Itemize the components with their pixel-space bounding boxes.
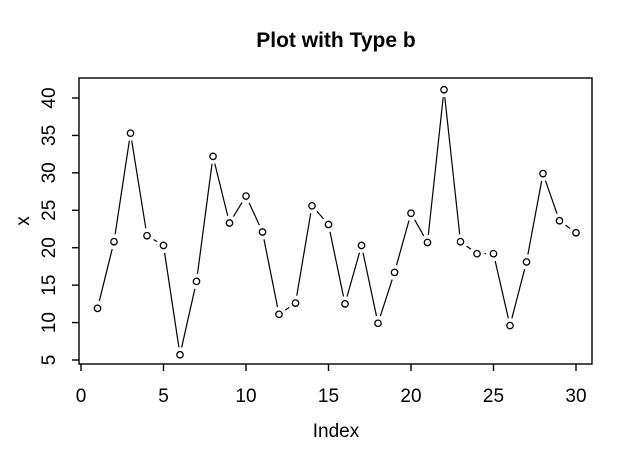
series-segment xyxy=(296,213,312,296)
series-segment xyxy=(181,288,196,348)
data-point xyxy=(357,241,366,250)
data-point xyxy=(489,249,498,258)
data-series xyxy=(93,85,580,359)
series-segment xyxy=(427,97,444,236)
y-tick-label: 5 xyxy=(39,355,60,366)
data-point xyxy=(506,321,514,330)
series-segment xyxy=(114,140,130,235)
data-point xyxy=(143,231,151,240)
series-segment xyxy=(284,306,290,311)
series-segment xyxy=(544,180,558,214)
x-axis-label: Index xyxy=(313,421,360,442)
y-axis-label: x xyxy=(13,216,34,226)
series-segment xyxy=(248,202,260,226)
y-axis: 5 10 15 20 25 30 35 40 xyxy=(39,87,79,365)
series-segment xyxy=(395,220,410,266)
data-point xyxy=(159,241,168,250)
data-point xyxy=(555,216,564,225)
series-segment xyxy=(414,219,425,237)
data-point xyxy=(522,258,531,266)
data-point xyxy=(473,249,481,258)
data-point xyxy=(390,268,399,277)
data-point xyxy=(423,238,432,247)
series-segment xyxy=(346,252,361,297)
data-point xyxy=(126,129,135,138)
data-point xyxy=(93,304,102,313)
data-point xyxy=(176,350,184,359)
series-segment xyxy=(153,239,158,243)
data-point xyxy=(324,220,333,229)
series-segment xyxy=(196,163,213,275)
x-tick-label: 10 xyxy=(235,386,256,407)
series-segment xyxy=(466,245,472,250)
y-tick-label: 35 xyxy=(39,125,60,146)
y-tick-label: 30 xyxy=(39,162,60,183)
data-point xyxy=(572,228,580,237)
data-point xyxy=(291,299,300,307)
chart-title: Plot with Type b xyxy=(256,29,415,52)
x-tick-label: 5 xyxy=(158,386,169,407)
data-point xyxy=(440,85,448,94)
data-point xyxy=(456,237,465,246)
series-segment xyxy=(329,231,345,297)
series-segment xyxy=(316,211,324,220)
series-segment xyxy=(362,252,378,317)
y-tick-label: 25 xyxy=(39,200,60,221)
series-segment xyxy=(494,260,509,319)
y-tick-label: 10 xyxy=(39,312,60,333)
series-segment xyxy=(98,248,113,302)
y-tick-label: 20 xyxy=(39,237,60,258)
data-point xyxy=(225,219,234,227)
x-axis: 0 5 10 15 20 25 30 xyxy=(76,364,587,407)
data-point xyxy=(407,209,415,218)
y-tick-label: 15 xyxy=(39,275,60,296)
series-segment xyxy=(232,202,243,217)
x-tick-label: 30 xyxy=(565,386,586,407)
series-segment xyxy=(263,239,279,308)
data-point xyxy=(341,300,349,308)
data-point xyxy=(374,319,382,328)
series-segment xyxy=(214,163,229,216)
series-segment xyxy=(164,252,180,348)
data-point xyxy=(110,237,118,246)
data-point xyxy=(242,192,250,200)
data-point xyxy=(539,169,547,178)
y-tick-label: 40 xyxy=(39,87,60,108)
x-tick-label: 15 xyxy=(318,386,339,407)
series-segment xyxy=(565,224,571,229)
data-point xyxy=(308,201,316,210)
data-point xyxy=(275,310,283,319)
data-point xyxy=(258,228,267,236)
x-tick-label: 20 xyxy=(400,386,421,407)
x-tick-label: 0 xyxy=(76,386,87,407)
series-segment xyxy=(444,97,461,235)
data-point xyxy=(209,152,217,161)
series-segment xyxy=(527,180,543,255)
series-segment xyxy=(379,279,393,317)
series-segment xyxy=(131,140,147,229)
series-segment xyxy=(511,269,526,319)
x-tick-label: 25 xyxy=(483,386,504,407)
plot-box xyxy=(78,77,593,365)
data-point xyxy=(192,277,201,286)
